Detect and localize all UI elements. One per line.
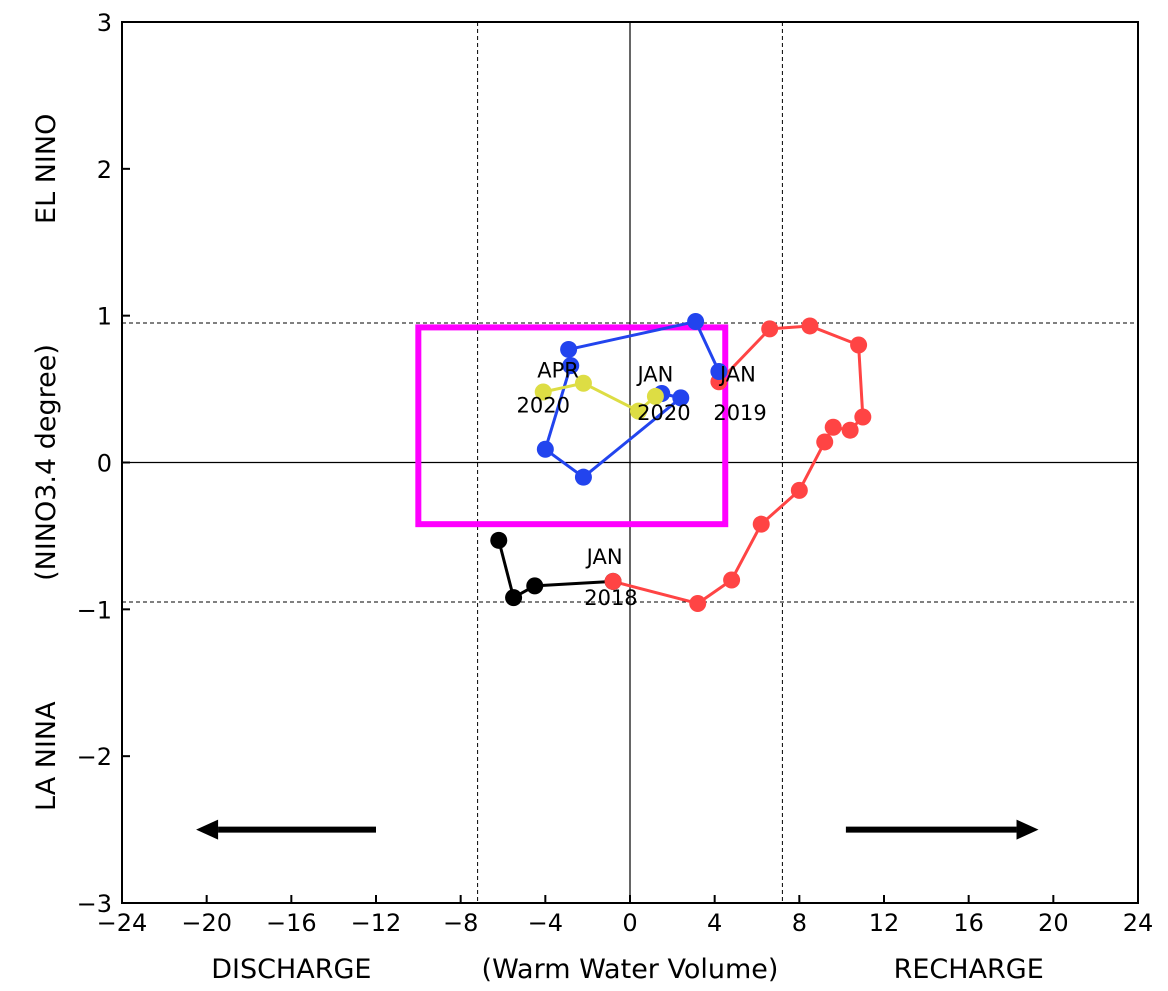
arrow-left-head: [196, 819, 219, 840]
series-1-point-11: [761, 320, 779, 338]
annotation-3: 2020: [637, 401, 690, 425]
series-1-point-7: [841, 421, 859, 439]
series-0-line: [497, 539, 614, 600]
series-3-point-2: [574, 374, 592, 392]
arrow-layer: [196, 819, 1039, 840]
y-tick-label-5: 2: [97, 156, 112, 184]
series-0-point-2: [526, 577, 544, 595]
series-0-point-0: [490, 531, 508, 549]
series-3-point-3: [534, 383, 552, 401]
y-tick-label-2: −1: [77, 596, 112, 624]
series-3-point-1: [629, 402, 647, 420]
annotation-1: 2020: [516, 394, 569, 418]
series-layer: [490, 313, 872, 612]
annotation-2: JAN: [635, 363, 673, 387]
series-0-point-1: [505, 589, 523, 607]
x-axis-left-label: DISCHARGE: [211, 954, 371, 985]
annotation-4: JAN: [718, 363, 756, 387]
series-1-point-8: [854, 408, 872, 426]
x-tick-label-1: −20: [181, 909, 232, 937]
x-tick-label-8: 8: [792, 909, 807, 937]
x-tick-label-6: 0: [622, 909, 637, 937]
series-3-line: [542, 381, 657, 413]
y-tick-label-0: −3: [77, 890, 112, 918]
x-tick-label-3: −12: [351, 909, 402, 937]
series-3-point-0: [646, 387, 664, 405]
annotation-5: 2019: [713, 401, 766, 425]
reference-lines: [122, 22, 1138, 903]
series-2-point-3: [562, 357, 580, 375]
y-axis-label: (NINO3.4 degree): [31, 344, 62, 581]
y-tick-label-6: 3: [97, 9, 112, 37]
annotation-0: APR: [537, 358, 579, 382]
y-tick-label-3: 0: [97, 450, 112, 478]
x-tick-label-12: 24: [1123, 909, 1154, 937]
y-axis-top-label: EL NINO: [31, 114, 62, 224]
series-2-point-2: [560, 340, 578, 358]
series-1-point-2: [723, 571, 741, 589]
series-2-point-5: [574, 468, 592, 486]
x-tick-label-10: 16: [953, 909, 984, 937]
series-1-point-5: [816, 433, 834, 451]
y-axis-bottom-label: LA NINA: [31, 701, 62, 811]
series-1-point-3: [752, 515, 770, 533]
x-tick-label-0: −24: [97, 909, 148, 937]
series-1-point-1: [689, 594, 707, 612]
x-tick-label-11: 20: [1038, 909, 1069, 937]
highlight-box-layer: [415, 324, 729, 528]
y-tick-label-1: −2: [77, 743, 112, 771]
annotation-layer: APR 2020 JAN 2020 JAN 2019 JAN 2018: [516, 358, 766, 610]
series-1-point-9: [850, 336, 868, 354]
annotation-7: 2018: [584, 586, 637, 610]
y-tick-label-4: 1: [97, 303, 112, 331]
x-axis-label: (Warm Water Volume): [482, 954, 779, 985]
series-2-point-0: [710, 362, 728, 380]
series-1-point-6: [824, 418, 842, 436]
highlight-box: [415, 324, 729, 528]
x-axis-right-label: RECHARGE: [894, 954, 1044, 985]
x-tick-label-9: 12: [869, 909, 900, 937]
x-tick-label-5: −4: [528, 909, 563, 937]
series-2-point-6: [672, 389, 690, 407]
annotation-6: JAN: [585, 545, 623, 569]
series-1-point-0: [604, 572, 622, 590]
series-2-point-1: [687, 313, 705, 331]
series-2-point-4: [536, 440, 554, 458]
arrow-right-head: [1016, 819, 1039, 840]
x-tick-label-7: 4: [707, 909, 722, 937]
x-tick-label-2: −16: [266, 909, 317, 937]
series-1-point-10: [801, 317, 819, 335]
x-tick-label-4: −8: [443, 909, 478, 937]
series-1-point-4: [790, 481, 808, 499]
series-2-line: [543, 320, 721, 479]
